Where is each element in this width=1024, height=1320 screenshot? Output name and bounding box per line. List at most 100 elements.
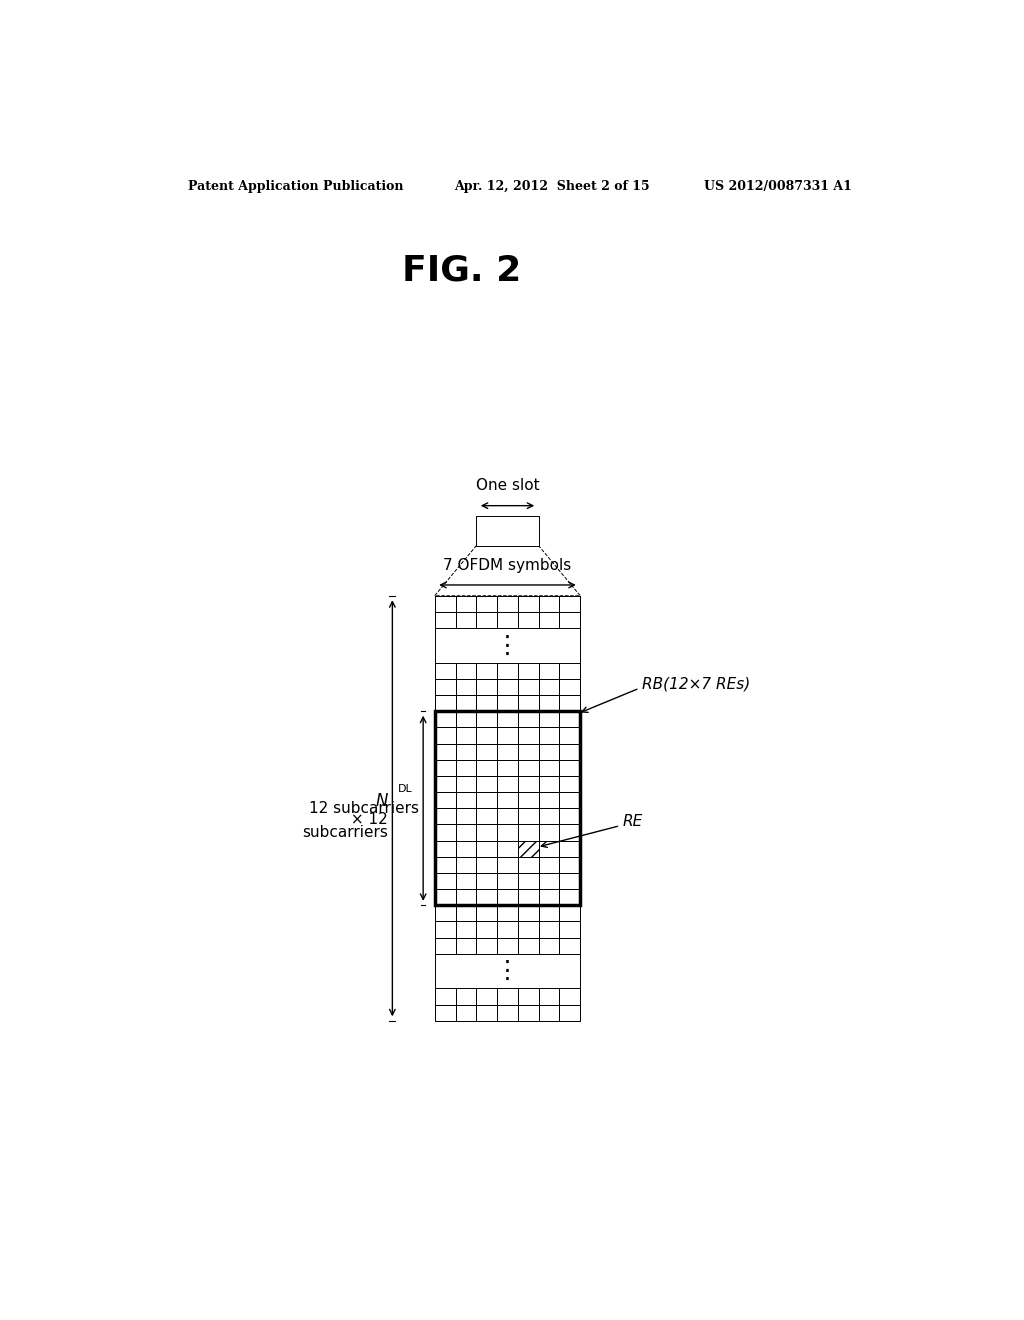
Bar [518, 921, 539, 937]
Bar [476, 873, 497, 890]
Bar [476, 792, 497, 808]
Bar [518, 1005, 539, 1020]
Bar [435, 696, 456, 711]
Bar [456, 743, 476, 760]
Bar [435, 989, 456, 1005]
Bar [518, 612, 539, 628]
Bar [456, 890, 476, 906]
Bar [518, 760, 539, 776]
Bar [435, 678, 456, 696]
Text: FIG. 2: FIG. 2 [402, 253, 521, 286]
Bar [456, 825, 476, 841]
Bar [539, 776, 559, 792]
Bar [559, 792, 581, 808]
Bar [435, 841, 456, 857]
Bar [497, 921, 518, 937]
Bar [539, 696, 559, 711]
Bar [476, 937, 497, 954]
Bar [435, 873, 456, 890]
Text: subcarriers: subcarriers [302, 825, 388, 841]
Bar [476, 696, 497, 711]
Bar [559, 743, 581, 760]
Bar [497, 1005, 518, 1020]
Bar [435, 711, 456, 727]
Bar [456, 1005, 476, 1020]
Bar [497, 612, 518, 628]
Bar [559, 937, 581, 954]
Bar [456, 792, 476, 808]
Bar [539, 792, 559, 808]
Bar [518, 663, 539, 678]
Bar [559, 857, 581, 873]
Bar [435, 792, 456, 808]
Bar [435, 808, 456, 825]
Bar [476, 727, 497, 743]
Bar [559, 663, 581, 678]
Bar [539, 760, 559, 776]
Bar [539, 857, 559, 873]
Bar [497, 937, 518, 954]
Bar [435, 711, 581, 906]
Bar [435, 1005, 456, 1020]
Text: N: N [376, 792, 388, 809]
Bar [518, 776, 539, 792]
Bar [476, 678, 497, 696]
Bar [476, 906, 497, 921]
Bar [518, 792, 539, 808]
Bar [559, 760, 581, 776]
Bar [456, 696, 476, 711]
Text: × 12: × 12 [346, 812, 388, 828]
Bar [476, 825, 497, 841]
Bar [456, 776, 476, 792]
Bar [559, 595, 581, 612]
Bar [476, 841, 497, 857]
Text: 12 subcarriers: 12 subcarriers [309, 801, 419, 816]
Text: US 2012/0087331 A1: US 2012/0087331 A1 [705, 181, 852, 194]
Bar [559, 906, 581, 921]
Text: RB(12×7 REs): RB(12×7 REs) [642, 677, 751, 692]
Bar [456, 595, 476, 612]
Bar [539, 808, 559, 825]
Bar [497, 727, 518, 743]
Bar [518, 841, 539, 857]
Text: 7 OFDM symbols: 7 OFDM symbols [443, 557, 571, 573]
Bar [559, 727, 581, 743]
Text: Apr. 12, 2012  Sheet 2 of 15: Apr. 12, 2012 Sheet 2 of 15 [454, 181, 649, 194]
Bar [497, 873, 518, 890]
Bar [456, 808, 476, 825]
Bar [497, 808, 518, 825]
Bar [435, 857, 456, 873]
Bar [456, 841, 476, 857]
Bar [539, 841, 559, 857]
Bar [497, 760, 518, 776]
Bar [539, 595, 559, 612]
Bar [435, 743, 456, 760]
Bar [559, 841, 581, 857]
Bar [539, 825, 559, 841]
Bar [456, 663, 476, 678]
Bar [518, 841, 539, 857]
Bar [497, 711, 518, 727]
Bar [518, 989, 539, 1005]
Bar [456, 906, 476, 921]
Bar [497, 890, 518, 906]
Bar [435, 595, 581, 1020]
Bar [539, 873, 559, 890]
Bar [497, 825, 518, 841]
Bar [518, 711, 539, 727]
Text: One slot: One slot [476, 478, 540, 494]
Bar [559, 696, 581, 711]
Bar [476, 743, 497, 760]
Bar [559, 921, 581, 937]
Bar [456, 678, 476, 696]
Text: RE: RE [623, 814, 643, 829]
Bar [518, 937, 539, 954]
Bar [497, 857, 518, 873]
Bar [476, 989, 497, 1005]
Bar [518, 595, 539, 612]
Bar [435, 612, 456, 628]
Bar [456, 760, 476, 776]
Bar [456, 937, 476, 954]
Bar [435, 776, 456, 792]
Bar [435, 906, 456, 921]
